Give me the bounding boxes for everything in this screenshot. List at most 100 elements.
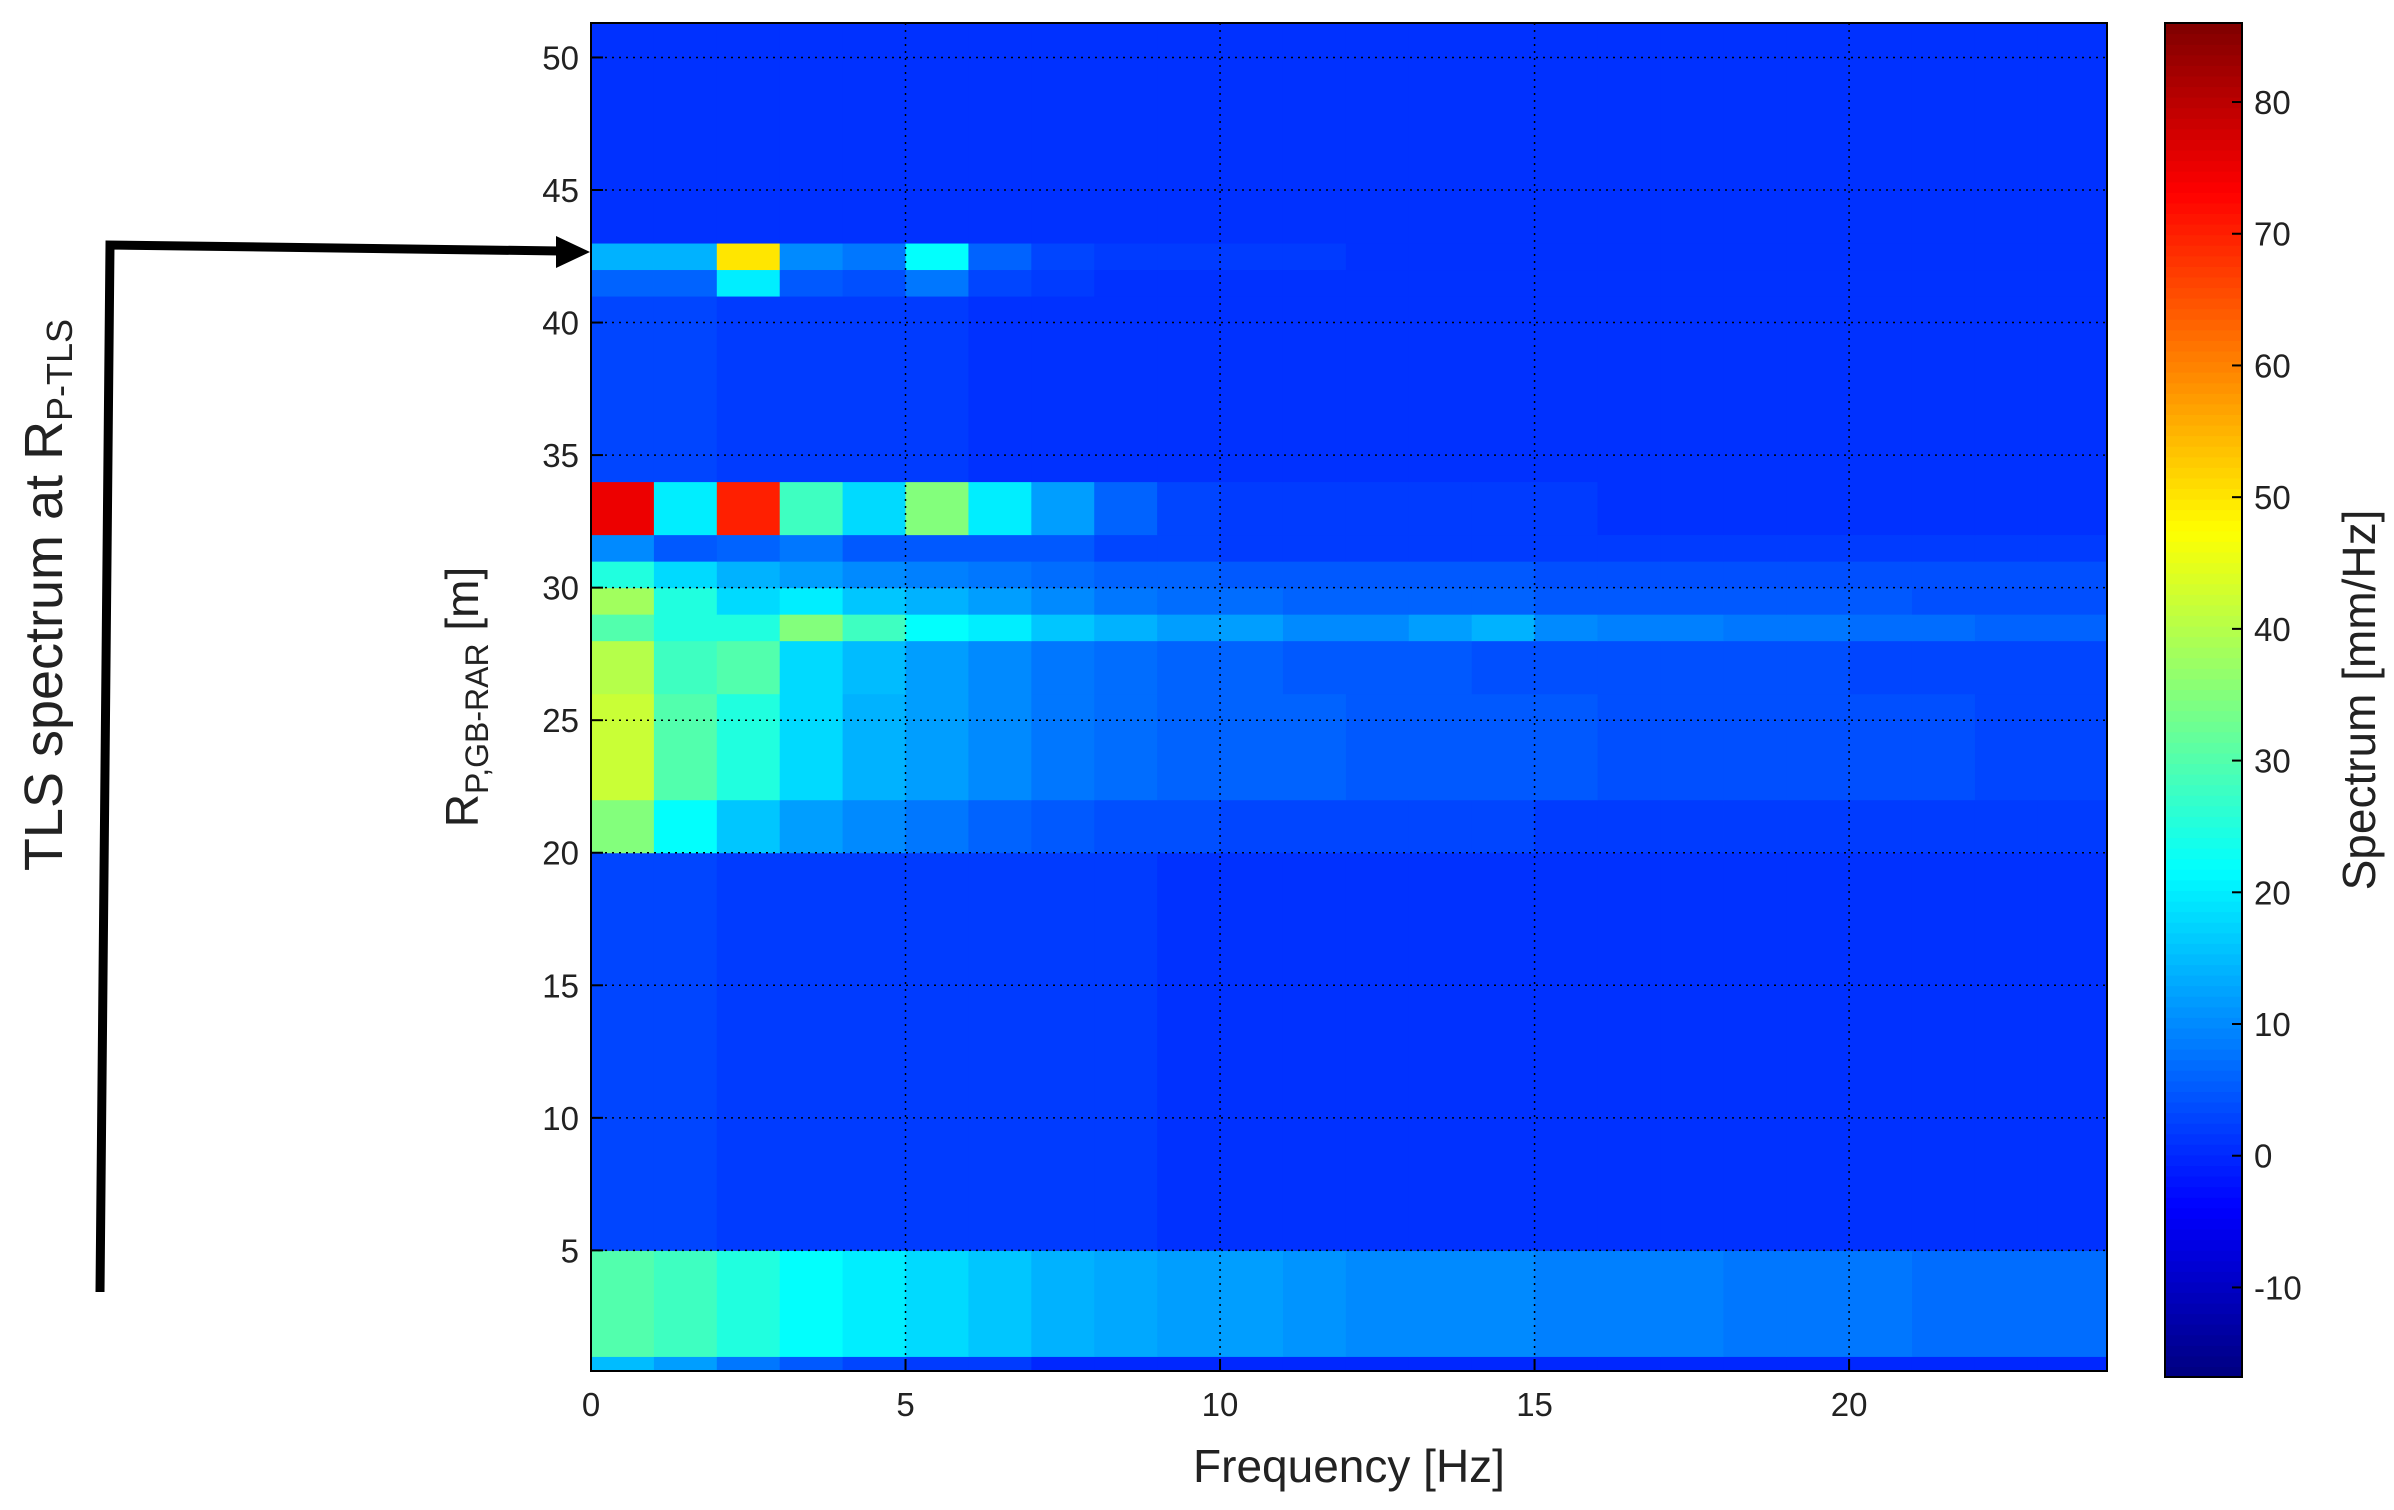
- colorbar-swatch: [2165, 1112, 2242, 1124]
- heat-cell: [1220, 23, 1284, 244]
- heat-cell: [591, 1356, 655, 1372]
- heat-cell: [653, 614, 718, 642]
- heat-cell: [1597, 481, 1661, 536]
- heat-cell: [1786, 799, 1850, 854]
- heat-cell: [1911, 587, 1976, 615]
- colorbar-swatch: [2165, 202, 2242, 215]
- colorbar-swatch: [2165, 319, 2242, 331]
- colorbar-swatch: [2165, 393, 2242, 405]
- heat-cell: [905, 243, 969, 271]
- colorbar-swatch: [2165, 1271, 2242, 1283]
- colorbar-swatch: [2165, 287, 2242, 299]
- heat-cell: [1094, 243, 1158, 271]
- heat-cell: [1534, 1250, 1598, 1357]
- heat-cell: [1974, 561, 2039, 589]
- heat-cell: [653, 587, 718, 615]
- heat-cell: [716, 561, 781, 589]
- heat-cell: [1974, 614, 2039, 642]
- colorbar-swatch: [2165, 276, 2242, 289]
- colorbar-swatch: [2165, 403, 2242, 415]
- colorbar-swatch: [2165, 245, 2242, 257]
- colorbar-swatch: [2165, 1186, 2242, 1198]
- colorbar-swatch: [2165, 689, 2242, 701]
- heat-cell: [1849, 269, 1913, 297]
- colorbar-swatch: [2165, 456, 2242, 468]
- heat-cell: [591, 852, 655, 1251]
- heat-cell: [1597, 243, 1661, 271]
- y-tick-label: 45: [542, 172, 579, 209]
- colorbar-tick-label: 20: [2254, 874, 2291, 911]
- heat-cell: [905, 269, 969, 297]
- heat-cell: [591, 614, 655, 642]
- heat-cell: [1660, 269, 1724, 297]
- colorbar-tick-label: 30: [2254, 743, 2291, 780]
- colorbar-swatch: [2165, 488, 2242, 500]
- heat-cell: [653, 269, 718, 297]
- heat-cell: [1345, 243, 1410, 271]
- heat-cell: [1786, 614, 1850, 642]
- heat-cell: [1911, 852, 1976, 1251]
- heat-cell: [1911, 296, 1976, 483]
- heat-cell: [1282, 243, 1347, 271]
- heat-cell: [653, 23, 718, 244]
- y-tick-label: 20: [542, 835, 579, 872]
- heat-cell: [1723, 296, 1787, 483]
- colorbar-swatch: [2165, 1080, 2242, 1092]
- heat-cell: [1471, 640, 1536, 695]
- heat-cell: [1660, 693, 1724, 801]
- heat-cell: [1094, 296, 1158, 483]
- heat-cell: [779, 561, 844, 589]
- colorbar-swatch: [2165, 1154, 2242, 1167]
- heat-cell: [1220, 534, 1284, 562]
- colorbar-swatch: [2165, 837, 2242, 849]
- colorbar-swatch: [2165, 900, 2242, 913]
- heat-cell: [1345, 614, 1410, 642]
- heat-cell: [1282, 23, 1347, 244]
- heat-cell: [2037, 23, 2108, 244]
- colorbar-swatch: [2165, 1228, 2242, 1241]
- colorbar-swatch: [2165, 382, 2242, 394]
- heat-cell: [1031, 481, 1095, 536]
- x-tick-label: 15: [1516, 1386, 1553, 1423]
- colorbar-swatch: [2165, 1345, 2242, 1357]
- heat-cell: [905, 799, 969, 854]
- heat-cell: [1597, 799, 1661, 854]
- heat-cell: [968, 269, 1032, 297]
- heat-cell: [1157, 799, 1221, 854]
- heat-cell: [1031, 614, 1095, 642]
- colorbar-tick-label: 50: [2254, 479, 2291, 516]
- heat-cell: [1345, 23, 1410, 244]
- heat-cell: [1911, 243, 1976, 271]
- heat-cell: [1157, 1250, 1221, 1357]
- colorbar-swatch: [2165, 530, 2242, 542]
- heat-cell: [842, 269, 907, 297]
- colorbar-swatch: [2165, 795, 2242, 807]
- colorbar-swatch: [2165, 869, 2242, 881]
- heat-cell: [842, 243, 907, 271]
- heat-cell: [1408, 614, 1473, 642]
- heat-cell: [842, 534, 907, 562]
- heat-cell: [1534, 640, 1598, 695]
- heat-cell: [1282, 534, 1347, 562]
- heat-cell: [1471, 852, 1536, 1251]
- heat-cell: [2037, 587, 2108, 615]
- heat-cell: [1031, 561, 1095, 589]
- heat-cell: [1408, 1356, 1473, 1372]
- heat-cell: [1786, 561, 1850, 589]
- colorbar-swatch: [2165, 128, 2242, 140]
- heat-cell: [591, 561, 655, 589]
- heat-cell: [1974, 269, 2039, 297]
- colorbar-swatch: [2165, 350, 2242, 363]
- heat-cell: [591, 534, 655, 562]
- heat-cell: [1471, 799, 1536, 854]
- heat-cell: [1660, 614, 1724, 642]
- heat-cell: [1786, 852, 1850, 1251]
- heat-cell: [1282, 269, 1347, 297]
- grid: [590, 23, 2107, 1371]
- heat-cell: [1220, 799, 1284, 854]
- heat-cell: [653, 799, 718, 854]
- heat-cell: [1911, 614, 1976, 642]
- x-tick-label: 20: [1831, 1386, 1868, 1423]
- heat-cell: [653, 481, 718, 536]
- heat-cell: [842, 587, 907, 615]
